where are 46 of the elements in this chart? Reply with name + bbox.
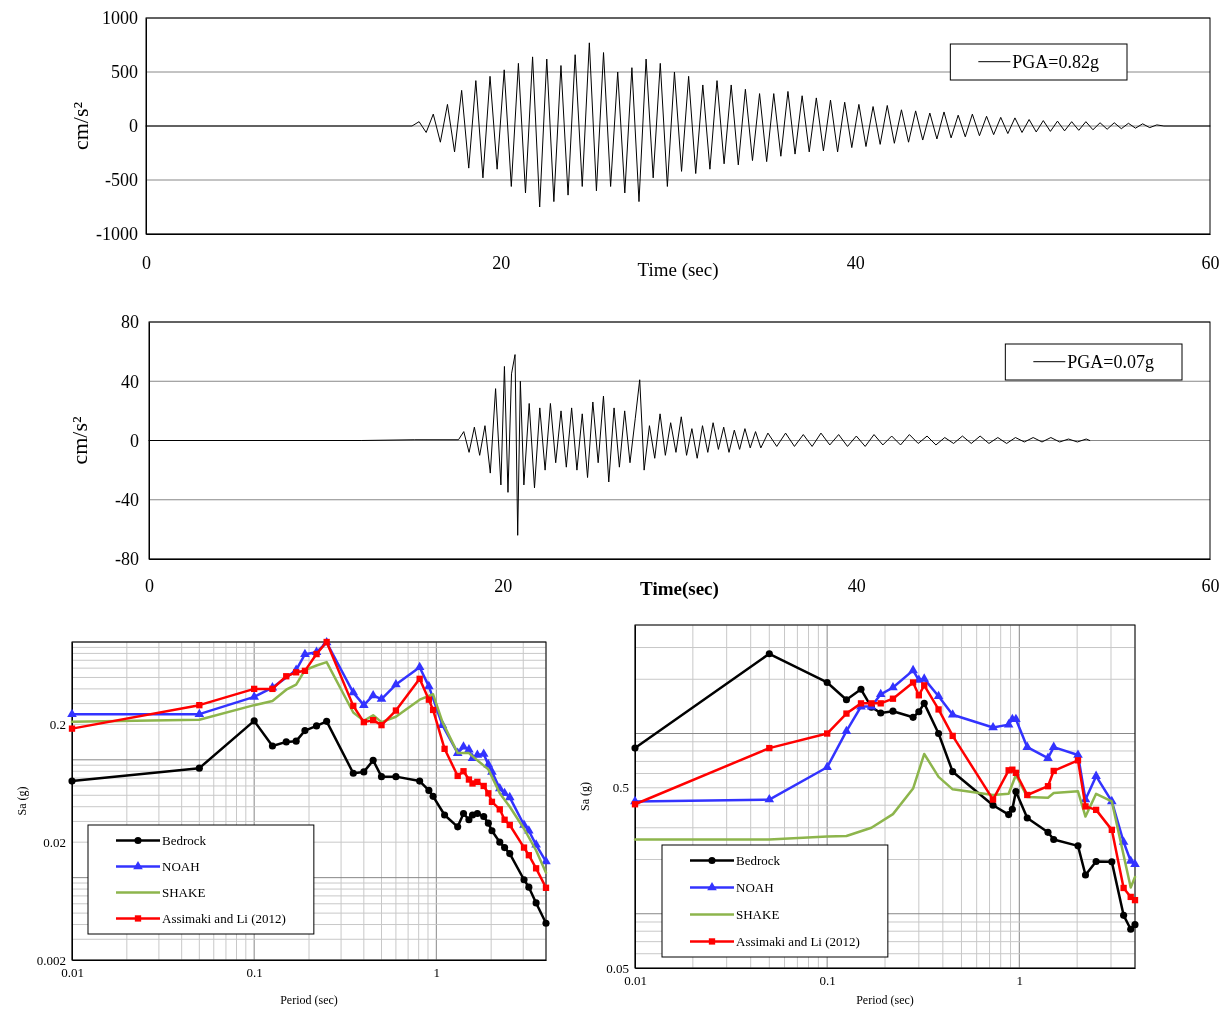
y-axis-title: Sa (g) — [578, 782, 592, 811]
legend-label: SHAKE — [736, 907, 780, 922]
x-tick-label: 20 — [492, 252, 511, 273]
y-tick-label: 0.02 — [43, 834, 66, 850]
legend-label: PGA=0.82g — [1012, 52, 1099, 72]
y-tick-label: 0.002 — [36, 952, 66, 968]
y-tick-label: 40 — [121, 371, 139, 392]
legend-label: PGA=0.07g — [1067, 352, 1154, 372]
y-tick-label: 500 — [111, 62, 138, 83]
x-tick-label: 1 — [1016, 973, 1024, 989]
legend-label: Assimaki and Li (2012) — [736, 934, 860, 949]
x-tick-label: 20 — [494, 575, 513, 596]
y-axis-title: cm/s² — [68, 101, 93, 151]
x-tick-label: 60 — [1201, 575, 1220, 596]
legend-label: NOAH — [162, 859, 200, 874]
y-tick-label: 0.2 — [49, 717, 66, 733]
legend-label: SHAKE — [162, 885, 206, 900]
legend-label: Bedrock — [162, 833, 207, 848]
y-axis-title: Sa (g) — [15, 786, 29, 816]
x-axis-title: Time(sec) — [640, 578, 719, 600]
x-axis-title: Period (sec) — [280, 993, 338, 1007]
x-axis-title: Time (sec) — [637, 259, 719, 281]
x-tick-label: 40 — [846, 252, 865, 273]
y-tick-label: 0.05 — [606, 960, 629, 976]
legend-label: Assimaki and Li (2012) — [162, 911, 286, 926]
legend-label: NOAH — [736, 880, 774, 895]
x-tick-label: 60 — [1201, 252, 1220, 273]
y-tick-label: 0 — [129, 116, 138, 137]
x-axis-title: Period (sec) — [856, 993, 914, 1007]
y-tick-label: 1000 — [102, 8, 138, 29]
y-tick-label: 0 — [130, 430, 139, 451]
x-tick-label: 0.1 — [819, 973, 836, 989]
x-tick-label: 40 — [847, 575, 866, 596]
legend-label: Bedrock — [736, 853, 781, 868]
y-tick-label: -80 — [115, 549, 139, 570]
y-tick-label: -1000 — [96, 224, 138, 245]
y-tick-label: -500 — [105, 170, 138, 191]
x-tick-label: 0 — [145, 575, 154, 596]
y-tick-label: 80 — [121, 312, 139, 333]
y-tick-label: 0.5 — [612, 780, 629, 796]
x-tick-label: 1 — [433, 965, 441, 981]
y-axis-title: cm/s² — [67, 416, 92, 465]
x-tick-label: 0.1 — [246, 965, 263, 981]
x-tick-label: 0.01 — [61, 965, 84, 981]
y-tick-label: -40 — [115, 490, 139, 511]
x-tick-label: 0.01 — [624, 973, 647, 989]
